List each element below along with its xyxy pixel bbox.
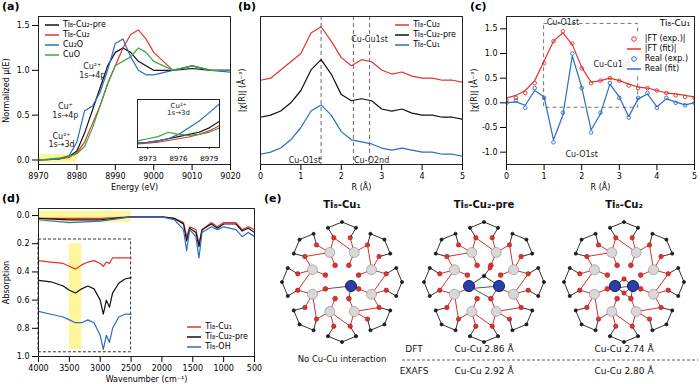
- svg-text:500: 500: [247, 364, 262, 373]
- svg-text:0.8: 0.8: [17, 324, 30, 333]
- svg-text:8979: 8979: [200, 155, 218, 163]
- svg-text:0.2: 0.2: [17, 239, 30, 248]
- svg-text:0.0: 0.0: [485, 98, 498, 107]
- html-text:Real (exp.): Real (exp.): [644, 54, 688, 63]
- html-text:Ti₈-Cu₂-pre: Ti₈-Cu₂-pre: [413, 30, 456, 39]
- svg-text:Cu-O1st: Cu-O1st: [547, 18, 579, 27]
- html-text:Ti₈-OH: Ti₈-OH: [205, 342, 231, 351]
- svg-text:1000: 1000: [213, 364, 233, 373]
- html-text:(e): (e): [264, 192, 282, 205]
- svg-text:1.0: 1.0: [17, 66, 30, 75]
- html-text:Ti₈-Cu₂: Ti₈-Cu₂: [413, 20, 440, 29]
- svg-text:5: 5: [692, 172, 697, 181]
- svg-text:8980: 8980: [67, 172, 87, 181]
- svg-text:9020: 9020: [220, 172, 240, 181]
- svg-text:0.5: 0.5: [485, 74, 498, 83]
- svg-text:Cu-Cu 2.92 Å: Cu-Cu 2.92 Å: [454, 365, 514, 376]
- html-text:Ti₈-Cu₁: Ti₈-Cu₁: [205, 322, 232, 331]
- svg-text:2000: 2000: [152, 364, 172, 373]
- html-text:|FT (exp.)|: |FT (exp.)|: [644, 34, 686, 43]
- html-text:Ti₈-Cu₂: Ti₈-Cu₂: [63, 30, 90, 39]
- svg-text:0.6: 0.6: [17, 296, 30, 305]
- svg-text:Cu-Cu 2.80 Å: Cu-Cu 2.80 Å: [594, 365, 654, 376]
- svg-text:Cu-O2nd: Cu-O2nd: [354, 156, 389, 165]
- svg-text:1.0: 1.0: [485, 49, 498, 58]
- svg-text:2: 2: [579, 172, 584, 181]
- svg-text:0.0: 0.0: [17, 156, 30, 165]
- svg-text:|χ(R)| (Å⁻³): |χ(R)| (Å⁻³): [236, 69, 247, 113]
- svg-text:1.0: 1.0: [17, 352, 30, 361]
- svg-text:Cu-O1st: Cu-O1st: [565, 150, 597, 159]
- svg-text:1.5: 1.5: [17, 21, 30, 30]
- html-text:|FT (fit)|: |FT (fit)|: [644, 44, 677, 53]
- svg-text:4: 4: [420, 172, 425, 181]
- svg-text:EXAFS: EXAFS: [400, 366, 429, 376]
- svg-text:3: 3: [379, 172, 384, 181]
- svg-text:4: 4: [654, 172, 659, 181]
- svg-text:8973: 8973: [139, 155, 157, 163]
- svg-text:3500: 3500: [59, 364, 79, 373]
- svg-text:0.0: 0.0: [17, 211, 30, 220]
- svg-text:1.5: 1.5: [485, 24, 498, 33]
- svg-text:Cu-Cu 2.74 Å: Cu-Cu 2.74 Å: [594, 343, 654, 354]
- svg-text:4000: 4000: [28, 364, 48, 373]
- svg-text:Energy (eV): Energy (eV): [111, 183, 158, 192]
- html-text:CuO: CuO: [63, 50, 80, 59]
- html-text:(c): (c): [470, 0, 487, 13]
- html-text:Cu₂O: Cu₂O: [63, 40, 84, 49]
- svg-text:|χ(R)| (Å⁻³): |χ(R)| (Å⁻³): [468, 69, 479, 113]
- html-text:(b): (b): [238, 0, 256, 13]
- svg-text:8976: 8976: [170, 155, 188, 163]
- svg-text:3000: 3000: [90, 364, 110, 373]
- svg-text:3: 3: [617, 172, 622, 181]
- svg-text:Cu-O1st: Cu-O1st: [289, 156, 321, 165]
- html-text:Ti₈-Cu₁: Ti₈-Cu₁: [413, 40, 440, 49]
- svg-text:8970: 8970: [28, 172, 48, 181]
- svg-text:Ti₈-Cu₂: Ti₈-Cu₂: [605, 199, 643, 210]
- svg-text:2: 2: [339, 172, 344, 181]
- svg-text:Ti₈-Cu₁: Ti₈-Cu₁: [323, 199, 361, 210]
- svg-text:0.4: 0.4: [17, 267, 30, 276]
- svg-text:Cu⁺1s→4p: Cu⁺1s→4p: [52, 102, 78, 120]
- svg-text:9000: 9000: [144, 172, 164, 181]
- svg-text:DFT: DFT: [405, 344, 423, 354]
- svg-text:0: 0: [504, 172, 509, 181]
- html-text:(a): (a): [2, 0, 20, 13]
- svg-text:Cu²⁺1s→4p: Cu²⁺1s→4p: [79, 62, 105, 80]
- svg-text:Cu-Cu1st: Cu-Cu1st: [351, 35, 388, 44]
- svg-text:R (Å): R (Å): [352, 181, 372, 192]
- svg-text:9010: 9010: [182, 172, 202, 181]
- svg-text:5: 5: [460, 172, 465, 181]
- svg-text:0.5: 0.5: [17, 111, 30, 120]
- svg-text:0: 0: [258, 172, 263, 181]
- svg-text:2500: 2500: [121, 364, 141, 373]
- svg-text:Cu-Cu1st: Cu-Cu1st: [593, 60, 631, 70]
- svg-text:1500: 1500: [183, 364, 203, 373]
- svg-text:R (Å): R (Å): [591, 181, 611, 192]
- html-text:Ti₈-Cu₁: Ti₈-Cu₁: [659, 18, 690, 28]
- svg-text:-0.5: -0.5: [482, 123, 498, 132]
- html-text:(d): (d): [2, 192, 20, 205]
- svg-text:Cu²⁺1s→3d: Cu²⁺1s→3d: [48, 132, 74, 150]
- svg-text:1: 1: [298, 172, 303, 181]
- html-text:Real (fit): Real (fit): [644, 64, 679, 73]
- svg-text:8990: 8990: [105, 172, 125, 181]
- svg-text:1: 1: [542, 172, 547, 181]
- html-text:Ti₈-Cu₂-pre: Ti₈-Cu₂-pre: [63, 20, 106, 29]
- svg-text:Cu-Cu 2.86 Å: Cu-Cu 2.86 Å: [454, 343, 514, 354]
- svg-text:Ti₈-Cu₂-pre: Ti₈-Cu₂-pre: [454, 199, 515, 210]
- svg-text:Wavenumber (cm⁻¹): Wavenumber (cm⁻¹): [106, 375, 188, 384]
- svg-text:Normalized μ(E): Normalized μ(E): [2, 58, 11, 122]
- svg-text:-1.0: -1.0: [482, 148, 498, 157]
- svg-text:No Cu-Cu interaction: No Cu-Cu interaction: [298, 354, 387, 364]
- svg-text:Cu²⁺1s→3d: Cu²⁺1s→3d: [167, 102, 190, 118]
- svg-text:Absorption: Absorption: [2, 261, 11, 304]
- html-text:Ti₈-Cu₂-pre: Ti₈-Cu₂-pre: [205, 332, 248, 341]
